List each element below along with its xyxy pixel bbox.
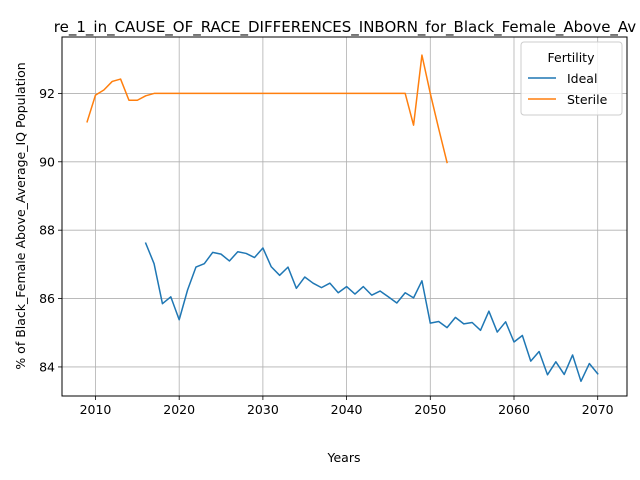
chart-title: re_1_in_CAUSE_OF_RACE_DIFFERENCES_INBORN… xyxy=(54,18,637,37)
series-line-ideal xyxy=(144,242,599,383)
legend-title: Fertility xyxy=(548,50,596,65)
legend-box xyxy=(520,41,623,116)
y-tick-label: 92 xyxy=(39,86,55,101)
series-lines xyxy=(86,54,599,383)
x-tick-label: 2060 xyxy=(498,402,530,417)
y-tick-label: 90 xyxy=(39,154,55,169)
x-tick-label: 2010 xyxy=(80,402,112,417)
series-line-sterile xyxy=(86,54,448,164)
x-tick-label: 2070 xyxy=(582,402,614,417)
legend-label-ideal: Ideal xyxy=(567,71,597,86)
grid-lines xyxy=(62,37,627,396)
x-tick-label: 2020 xyxy=(163,402,195,417)
x-tick-label: 2050 xyxy=(414,402,446,417)
y-tick-label: 88 xyxy=(39,223,55,238)
x-tick-label: 2030 xyxy=(247,402,279,417)
legend: Fertility Ideal Sterile xyxy=(520,41,623,116)
y-tick-label: 84 xyxy=(39,359,55,374)
y-axis-title: % of Black_Female Above_Average_IQ Popul… xyxy=(13,62,28,369)
plot-frame xyxy=(61,36,628,397)
axis-ticks: 2010 2020 2030 2040 2050 2060 2070 84 86 88 90 92 xyxy=(39,86,614,417)
legend-label-sterile: Sterile xyxy=(567,92,608,107)
y-tick-label: 86 xyxy=(39,291,55,306)
x-axis-title: Years xyxy=(327,450,361,465)
x-tick-label: 2040 xyxy=(331,402,363,417)
